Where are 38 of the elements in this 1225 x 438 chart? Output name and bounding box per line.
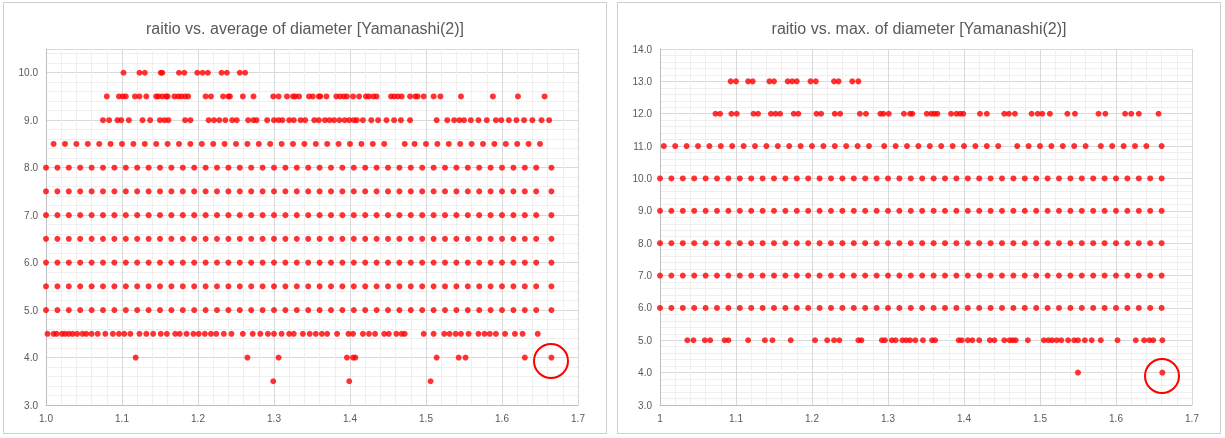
x-tick-label: 1.5 (1033, 412, 1048, 424)
y-tick-label: 5.0 (638, 334, 653, 346)
y-tick-label: 7.0 (24, 209, 39, 221)
y-tick-label: 5.0 (24, 304, 39, 316)
x-tick-label: 1.6 (495, 412, 510, 424)
x-tick-label: 1.1 (115, 412, 130, 424)
y-tick-label: 4.0 (24, 352, 39, 364)
y-tick-label: 4.0 (638, 367, 653, 379)
x-tick-label: 1.5 (419, 412, 434, 424)
y-tick-label: 10.0 (632, 172, 653, 184)
x-tick-label: 1.0 (39, 412, 54, 424)
y-tick-label: 9.0 (638, 205, 653, 217)
y-tick-label: 14.0 (632, 43, 653, 55)
y-tick-label: 7.0 (638, 270, 653, 282)
chart-title: raitio vs. max. of diameter [Yamanashi(2)] (771, 19, 1067, 37)
x-tick-label: 1.4 (343, 412, 358, 424)
x-tick-label: 1.2 (191, 412, 206, 424)
chart-title: raitio vs. average of diameter [Yamanashi(2)] (145, 19, 465, 37)
y-tick-label: 8.0 (24, 162, 39, 174)
x-tick-label: 1.7 (1185, 412, 1200, 424)
x-tick-label: 1.2 (805, 412, 820, 424)
x-tick-label: 1 (657, 412, 664, 424)
x-tick-label: 1.1 (729, 412, 744, 424)
y-tick-label: 6.0 (638, 302, 653, 314)
y-tick-label: 9.0 (24, 114, 39, 126)
y-tick-label: 3.0 (638, 399, 653, 411)
x-tick-label: 1.7 (571, 412, 586, 424)
y-tick-label: 6.0 (24, 257, 39, 269)
x-tick-label: 1.4 (957, 412, 972, 424)
x-tick-label: 1.3 (881, 412, 896, 424)
y-tick-label: 12.0 (632, 108, 653, 120)
y-tick-label: 13.0 (632, 75, 653, 87)
y-tick-label: 8.0 (638, 237, 653, 249)
x-tick-label: 1.6 (1109, 412, 1124, 424)
x-tick-label: 1.3 (267, 412, 282, 424)
y-tick-label: 3.0 (24, 399, 39, 411)
y-tick-label: 10.0 (18, 67, 39, 79)
y-tick-label: 11.0 (633, 140, 653, 152)
